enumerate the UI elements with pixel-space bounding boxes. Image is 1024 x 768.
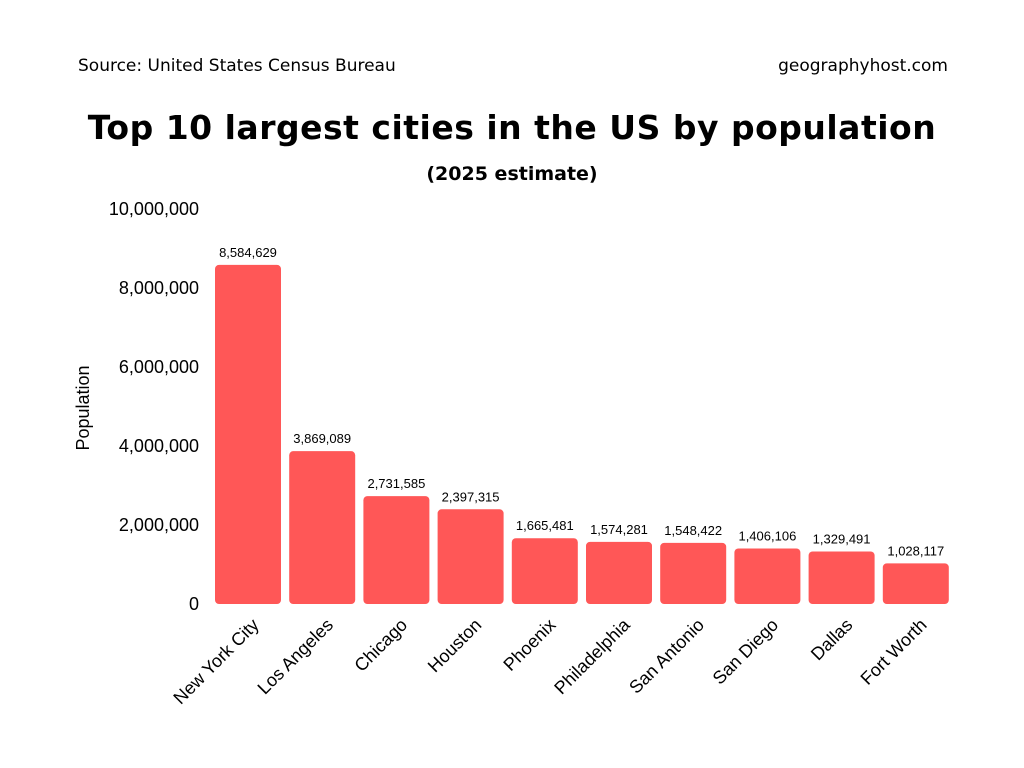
- bars: [215, 264, 949, 604]
- data-label: 2,731,585: [367, 476, 425, 491]
- y-tick-label: 0: [189, 594, 199, 614]
- y-tick-label: 8,000,000: [119, 278, 199, 298]
- data-label: 1,548,422: [664, 523, 722, 538]
- bar: [363, 496, 430, 604]
- y-tick-label: 10,000,000: [109, 199, 199, 219]
- bar: [882, 563, 949, 604]
- bar: [734, 548, 801, 604]
- chart-subtitle: (2025 estimate): [426, 163, 598, 185]
- bar: [660, 542, 727, 604]
- y-axis-ticks: 0 2,000,000 4,000,000 6,000,000 8,000,000 10,…: [109, 199, 199, 614]
- source-note: Source: United States Census Bureau: [78, 56, 396, 76]
- data-label: 8,584,629: [219, 245, 277, 260]
- x-tick-label: Dallas: [807, 615, 857, 665]
- x-tick-label: San Diego: [709, 615, 783, 689]
- chart-title: Top 10 largest cities in the US by popul…: [87, 108, 937, 147]
- bar: [215, 264, 281, 604]
- bar: [511, 538, 578, 604]
- data-label: 1,028,117: [887, 543, 944, 558]
- data-label: 1,574,281: [590, 522, 648, 537]
- y-tick-label: 4,000,000: [119, 436, 199, 456]
- bar: [586, 541, 652, 604]
- site-credit: geographyhost.com: [778, 56, 948, 76]
- x-tick-label: Fort Worth: [857, 615, 931, 689]
- x-tick-label: Los Angeles: [254, 615, 337, 698]
- x-tick-label: Chicago: [350, 615, 411, 676]
- y-tick-label: 6,000,000: [119, 357, 199, 377]
- bar: [437, 509, 504, 604]
- x-tick-label: San Antonio: [625, 615, 708, 698]
- x-tick-label: Philadelphia: [550, 614, 634, 698]
- bar: [289, 451, 356, 604]
- data-label: 1,329,491: [813, 531, 871, 546]
- bar: [808, 551, 875, 604]
- x-tick-label: Houston: [424, 615, 486, 677]
- data-label: 2,397,315: [442, 489, 500, 504]
- data-label: 1,406,106: [738, 528, 796, 543]
- y-axis-label: Population: [73, 365, 93, 450]
- data-labels: 8,584,629 3,869,089 2,731,585 2,397,315 1,66…: [219, 245, 944, 558]
- data-label: 1,665,481: [516, 518, 574, 533]
- x-tick-label: New York City: [169, 615, 262, 708]
- x-tick-label: Phoenix: [499, 615, 559, 675]
- data-label: 3,869,089: [293, 431, 351, 446]
- y-tick-label: 2,000,000: [119, 515, 199, 535]
